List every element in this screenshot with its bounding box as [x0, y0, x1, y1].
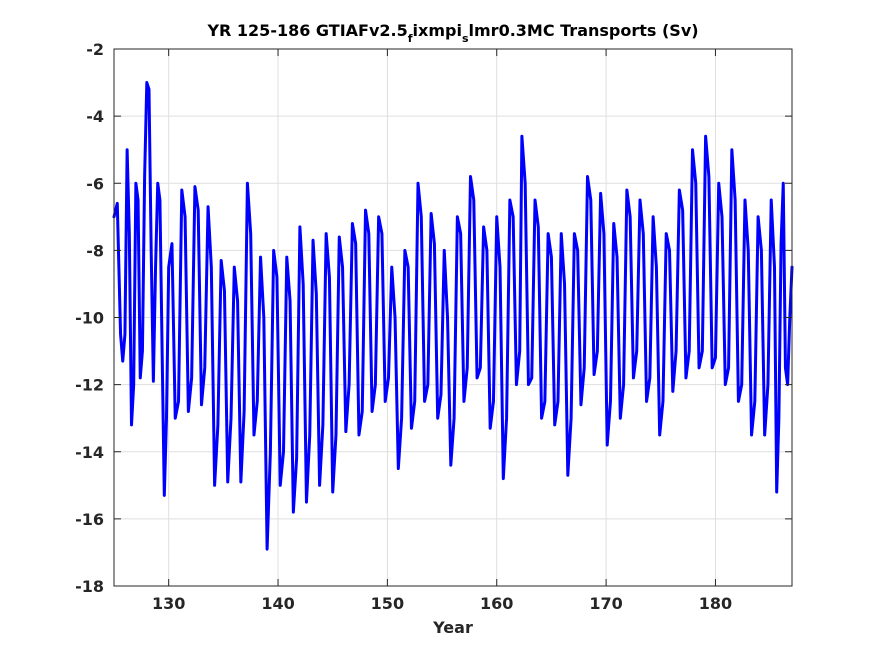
axis-ticks: 130 140 150 160 170 180 -18 -16 -14 -12 -10 -8 -6 -4 -… — [75, 40, 792, 613]
x-tick-label: 140 — [261, 594, 294, 613]
title-text-2: ixmpi — [413, 21, 462, 40]
x-tick-label: 180 — [699, 594, 732, 613]
x-axis-label: Year — [432, 618, 473, 637]
title-subscript-2: s — [462, 32, 469, 45]
y-tick-label: -2 — [86, 40, 104, 59]
title-text-3: lmr0.3MC Transports (Sv) — [469, 21, 699, 40]
y-tick-label: -8 — [86, 241, 104, 260]
y-tick-label: -18 — [75, 577, 104, 596]
x-tick-label: 150 — [371, 594, 404, 613]
y-tick-label: -14 — [75, 443, 104, 462]
y-tick-label: -12 — [75, 376, 104, 395]
y-tick-label: -16 — [75, 510, 104, 529]
transport-series-line — [112, 81, 794, 551]
y-tick-label: -6 — [86, 174, 104, 193]
y-tick-label: -10 — [75, 309, 104, 328]
series-layer — [112, 81, 794, 551]
title-subscript-1: f — [408, 32, 413, 45]
x-tick-label: 130 — [152, 594, 185, 613]
y-tick-label: -4 — [86, 107, 104, 126]
x-tick-label: 160 — [480, 594, 513, 613]
x-tick-label: 170 — [589, 594, 622, 613]
title-text-1: YR 125-186 GTIAFv2.5 — [206, 21, 407, 40]
chart-title: YR 125-186 GTIAFv2.5fixmpislmr0.3MC Tran… — [206, 21, 698, 45]
